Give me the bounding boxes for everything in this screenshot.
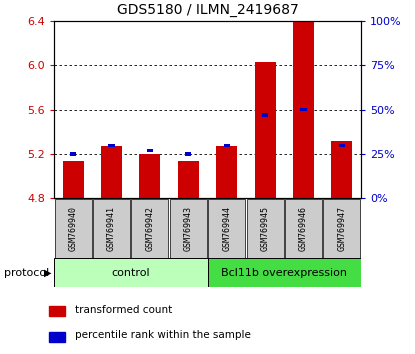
Text: GSM769943: GSM769943 [184,206,193,251]
Bar [323,199,360,258]
Bar [147,149,153,152]
Text: GSM769942: GSM769942 [145,206,154,251]
Bar [208,199,245,258]
Bar [339,143,345,147]
Text: GSM769944: GSM769944 [222,206,231,251]
Text: GSM769946: GSM769946 [299,206,308,251]
Text: control: control [111,268,150,278]
Bar [178,161,199,198]
Text: ▶: ▶ [44,268,51,278]
Bar [49,332,65,342]
Bar [293,21,314,198]
Text: transformed count: transformed count [75,305,172,315]
Bar [331,141,352,198]
Bar [55,199,92,258]
Bar [300,108,307,112]
Bar [254,62,276,198]
Text: GSM769940: GSM769940 [68,206,78,251]
Bar [54,258,208,287]
Bar [139,154,161,198]
Text: protocol: protocol [4,268,49,278]
Text: Bcl11b overexpression: Bcl11b overexpression [221,268,347,278]
Bar [49,306,65,316]
Bar [170,199,207,258]
Bar [247,199,283,258]
Text: GSM769945: GSM769945 [261,206,270,251]
Text: GSM769947: GSM769947 [337,206,347,251]
Bar [262,113,268,117]
Bar [185,152,191,155]
Bar [208,258,361,287]
Bar [63,161,84,198]
Bar [132,199,168,258]
Bar [216,146,237,198]
Bar [285,199,322,258]
Bar [93,199,130,258]
Text: percentile rank within the sample: percentile rank within the sample [75,330,251,340]
Bar [108,143,115,147]
Bar [70,152,76,155]
Title: GDS5180 / ILMN_2419687: GDS5180 / ILMN_2419687 [117,4,298,17]
Bar [224,143,230,147]
Bar [101,146,122,198]
Text: GSM769941: GSM769941 [107,206,116,251]
